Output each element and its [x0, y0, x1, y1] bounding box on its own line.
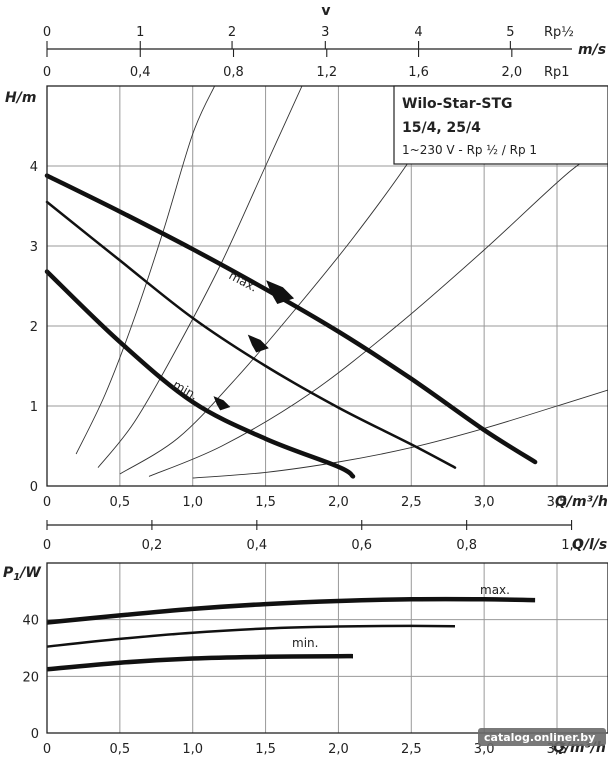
power-x-tick-label: 0,5: [110, 742, 131, 757]
rp1-label: Rp1: [544, 65, 570, 80]
rp1-tick-label: 0,4: [130, 65, 151, 80]
rp1-tick-label: 0,8: [223, 65, 244, 80]
power-y-label-main: P: [3, 565, 14, 581]
power-y-tick-label: 20: [22, 670, 39, 685]
system-curve: [192, 389, 608, 479]
head-curve-mid: [45, 200, 457, 469]
head-curve-min: [44, 269, 356, 479]
rp-half-tick-label: 2: [228, 25, 236, 40]
ls-tick-label: 0: [43, 538, 51, 553]
head-y-tick-label: 1: [30, 400, 38, 415]
ls-tick-label: 0,2: [142, 538, 163, 553]
head-x-tick-label: 2,0: [328, 495, 349, 510]
head-plot-frame: [46, 85, 608, 487]
top-velocity-axis: v m/s Rp½ Rp1 0 1 2 3 4 5 0 0,4 0,8 1,2 1,6 2,0: [43, 3, 606, 80]
head-x-tick-label: 1,0: [182, 495, 203, 510]
ls-axis: 0 0,2 0,4 0,6 0,8 1,0 Q/l/s: [43, 520, 607, 553]
head-x-tick-label: 2,5: [401, 495, 422, 510]
watermark-text: catalog.onliner.by: [484, 731, 595, 744]
head-x-axis-label: Q/m³/h: [555, 494, 608, 510]
system-curve: [75, 86, 216, 455]
rp1-tick-label: 0: [43, 65, 51, 80]
rp-half-tick-label: 4: [414, 25, 422, 40]
rp1-tick-label: 1,2: [316, 65, 337, 80]
head-y-tick-label: 4: [30, 160, 38, 175]
power-max-label: max.: [480, 583, 510, 597]
head-x-tick-label: 1,5: [255, 495, 276, 510]
head-x-tick-label: 3,0: [474, 495, 495, 510]
head-curve-max: [44, 173, 538, 465]
ls-tick-label: 0,8: [456, 538, 477, 553]
power-y-axis-label: P1/W: [3, 565, 41, 583]
head-chart: 0 0,5 1,0 1,5 2,0 2,5 3,0 3,5 0 1 2 3 4 H/m Q/m³/h W…: [5, 85, 608, 510]
chart-title: Wilo-Star-STG: [402, 96, 513, 112]
rp-half-tick-label: 0: [43, 25, 51, 40]
rp-half-label: Rp½: [544, 25, 574, 40]
chart-subtitle: 1~230 V - Rp ½ / Rp 1: [402, 143, 537, 157]
system-curve: [148, 149, 608, 477]
chart-title-line2: 15/4, 25/4: [402, 120, 481, 136]
speed-marker: [213, 396, 231, 411]
head-y-tick-label: 0: [30, 480, 38, 495]
head-max-label: max.: [227, 268, 260, 294]
rp1-tick-label: 1,6: [408, 65, 429, 80]
rp-half-tick-label: 1: [136, 25, 144, 40]
power-x-tick-label: 2,0: [328, 742, 349, 757]
head-y-tick-label: 2: [30, 320, 38, 335]
ls-tick-label: 1,0: [561, 538, 582, 553]
ls-axis-label: Q/l/s: [572, 537, 607, 553]
power-plot-frame: [46, 562, 608, 734]
power-min-label: min.: [292, 636, 318, 650]
rp-half-tick-label: 3: [321, 25, 329, 40]
power-y-tick-label: 40: [22, 614, 39, 629]
head-x-tick-label: 0: [43, 495, 51, 510]
head-y-tick-label: 3: [30, 240, 38, 255]
power-x-tick-label: 1,5: [255, 742, 276, 757]
power-y-label-sub: 1: [13, 572, 20, 583]
power-x-tick-label: 0: [43, 742, 51, 757]
velocity-unit-label: m/s: [578, 42, 606, 58]
ls-tick-label: 0,4: [246, 538, 267, 553]
power-curve-min: [46, 653, 354, 672]
power-curve-mid: [46, 624, 456, 648]
power-curve-max: [46, 596, 536, 625]
head-x-tick-label: 3,5: [547, 495, 568, 510]
title-box: [393, 85, 608, 165]
speed-marker: [266, 280, 295, 304]
system-curve: [97, 86, 303, 468]
watermark-bg: [478, 728, 606, 746]
power-y-label-unit: /W: [18, 565, 41, 581]
head-x-tick-label: 0,5: [110, 495, 131, 510]
power-x-tick-label: 2,5: [401, 742, 422, 757]
ls-tick-label: 0,6: [351, 538, 372, 553]
speed-marker: [247, 334, 269, 353]
power-x-tick-label: 1,0: [182, 742, 203, 757]
rp-half-tick-label: 5: [506, 25, 514, 40]
head-y-axis-label: H/m: [5, 90, 36, 106]
rp1-tick-label: 2,0: [501, 65, 522, 80]
power-y-tick-label: 0: [31, 727, 39, 742]
velocity-axis-title: v: [321, 3, 330, 19]
